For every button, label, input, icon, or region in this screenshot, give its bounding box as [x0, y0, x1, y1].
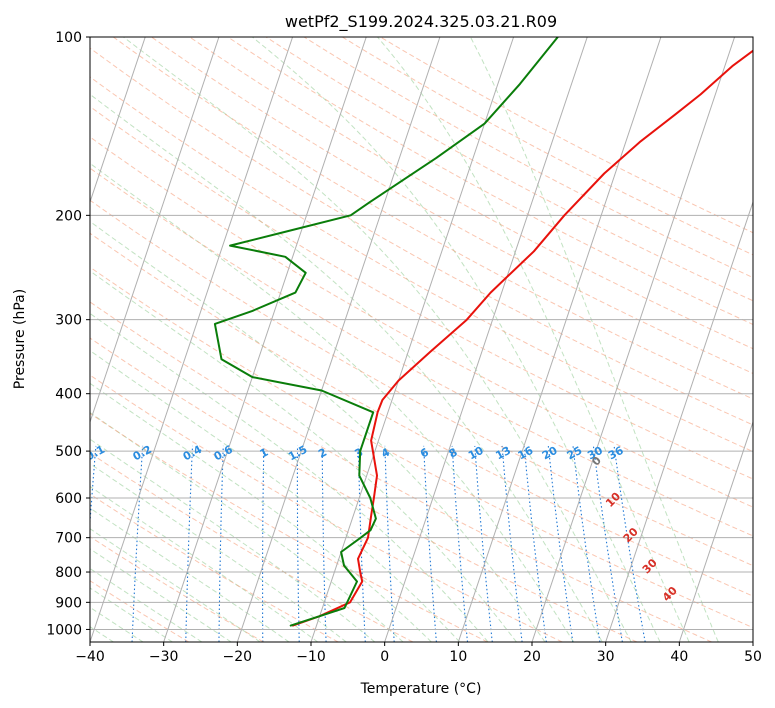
- profile-series: [213, 37, 753, 627]
- y-tick-label: 1000: [46, 622, 82, 638]
- isotherm-line: [384, 37, 588, 642]
- plot-area: 0.10.20.40.611.52346810131620253036-100-…: [90, 37, 753, 642]
- moist-adiabat: [90, 93, 603, 642]
- moist-adiabat: [90, 412, 404, 642]
- y-tick-label: 500: [55, 444, 82, 460]
- y-tick-label: 800: [55, 565, 82, 581]
- isotherm-line: [678, 420, 753, 642]
- moist-adiabat: [90, 567, 203, 642]
- x-tick-label: −20: [223, 649, 253, 665]
- y-axis-label: Pressure (hPa): [12, 289, 28, 389]
- plot-frame: [89, 36, 754, 643]
- mixing-ratio-line: [451, 445, 469, 642]
- y-tick-label: 600: [55, 491, 82, 507]
- dry-adiabat: [151, 37, 753, 375]
- dry-adiabat: [90, 452, 414, 642]
- moist-adiabat: [90, 548, 232, 642]
- dry-adiabat: [90, 536, 264, 642]
- mixing-ratio-label: 10: [466, 444, 486, 463]
- y-tick-label: 700: [55, 531, 82, 547]
- mixing-ratio-label: 20: [540, 444, 560, 463]
- dry-adiabat: [90, 266, 753, 629]
- y-tick-label: 200: [55, 208, 82, 224]
- mixing-ratio-line: [185, 445, 194, 642]
- isotherm-line: [90, 37, 220, 424]
- mixing-ratio-label: 16: [516, 444, 536, 463]
- mixing-ratio-line: [423, 445, 437, 642]
- moist-adiabat: [90, 220, 546, 642]
- x-tick-label: 20: [523, 649, 541, 665]
- moist-adiabat: [251, 37, 661, 642]
- dewpoint-profile-line: [213, 37, 559, 627]
- moist-adiabat: [90, 507, 290, 642]
- mixing-ratio-line: [357, 445, 366, 642]
- x-tick-label: 0: [380, 649, 389, 665]
- mixing-ratio-line: [613, 445, 646, 642]
- mixing-ratio-line: [572, 445, 601, 642]
- mixing-ratio-label: 36: [606, 444, 626, 463]
- mixing-ratio-line: [296, 445, 300, 642]
- moist-adiabat: [90, 350, 461, 642]
- y-tick-label: 300: [55, 313, 82, 329]
- x-tick-label: −10: [296, 649, 326, 665]
- dry-adiabat: [90, 76, 753, 453]
- isotherm-line: [90, 37, 146, 204]
- x-tick-label: 40: [670, 649, 688, 665]
- mixing-ratio-label: 13: [493, 444, 513, 463]
- mixing-ratio-label: 30: [585, 444, 605, 463]
- mixing-ratio-line: [218, 445, 224, 642]
- isotherm-line: [457, 37, 662, 642]
- temperature-profile-line: [291, 49, 753, 627]
- mixing-ratio-line: [547, 445, 574, 642]
- moist-adiabat: [90, 485, 319, 642]
- x-tick-label: 30: [597, 649, 615, 665]
- x-axis-ticks: −40 −30 −20 −10 0 10 20 30 40 50: [75, 642, 762, 665]
- isotherm-line: [531, 37, 736, 642]
- mixing-ratio-line: [474, 445, 493, 642]
- y-tick-label: 900: [55, 595, 82, 611]
- mixing-ratio-line: [523, 445, 547, 642]
- moist-adiabat: [90, 270, 517, 642]
- isotherm-line: [310, 37, 515, 642]
- x-tick-label: 50: [744, 649, 762, 665]
- moist-adiabat: [123, 37, 632, 642]
- dry-adiabat: [90, 47, 753, 426]
- dry-adiabat: [90, 167, 753, 537]
- moist-adiabat: [90, 528, 261, 642]
- moist-adiabat: [470, 37, 719, 642]
- isobar-grid: [90, 37, 753, 630]
- x-tick-label: 10: [449, 649, 467, 665]
- mixing-ratio-label: 25: [565, 444, 585, 463]
- isotherm-line: [163, 37, 367, 642]
- chart-title: wetPf2_S199.2024.325.03.21.R09: [285, 12, 557, 32]
- isotherm-line: [236, 37, 441, 642]
- mixing-ratio-line: [131, 445, 144, 642]
- dry-adiabat: [90, 412, 488, 642]
- skewed-isotherms: [90, 37, 753, 642]
- x-tick-label: −30: [149, 649, 179, 665]
- isotherm-line: [605, 200, 753, 642]
- dry-adiabat: [90, 301, 712, 642]
- dry-adiabat: [113, 37, 753, 400]
- y-tick-label: 100: [55, 30, 82, 46]
- dry-adiabat: [90, 580, 190, 642]
- moist-adiabat: [377, 37, 690, 642]
- mixing-ratio-line: [501, 445, 523, 642]
- mixing-ratio-line: [262, 445, 265, 642]
- dry-adiabat: [90, 374, 563, 642]
- mixing-ratio-line: [321, 445, 327, 642]
- x-axis-label: Temperature (°C): [360, 681, 482, 697]
- y-axis-ticks: 100 200 300 400 500 600 700 800 900 1000: [46, 30, 90, 638]
- y-tick-label: 400: [55, 387, 82, 403]
- x-tick-label: −40: [75, 649, 105, 665]
- moist-adiabat: [90, 587, 173, 642]
- isotherm-line: [90, 37, 294, 642]
- dry-adiabat: [90, 337, 638, 642]
- moist-adiabat: [90, 438, 376, 642]
